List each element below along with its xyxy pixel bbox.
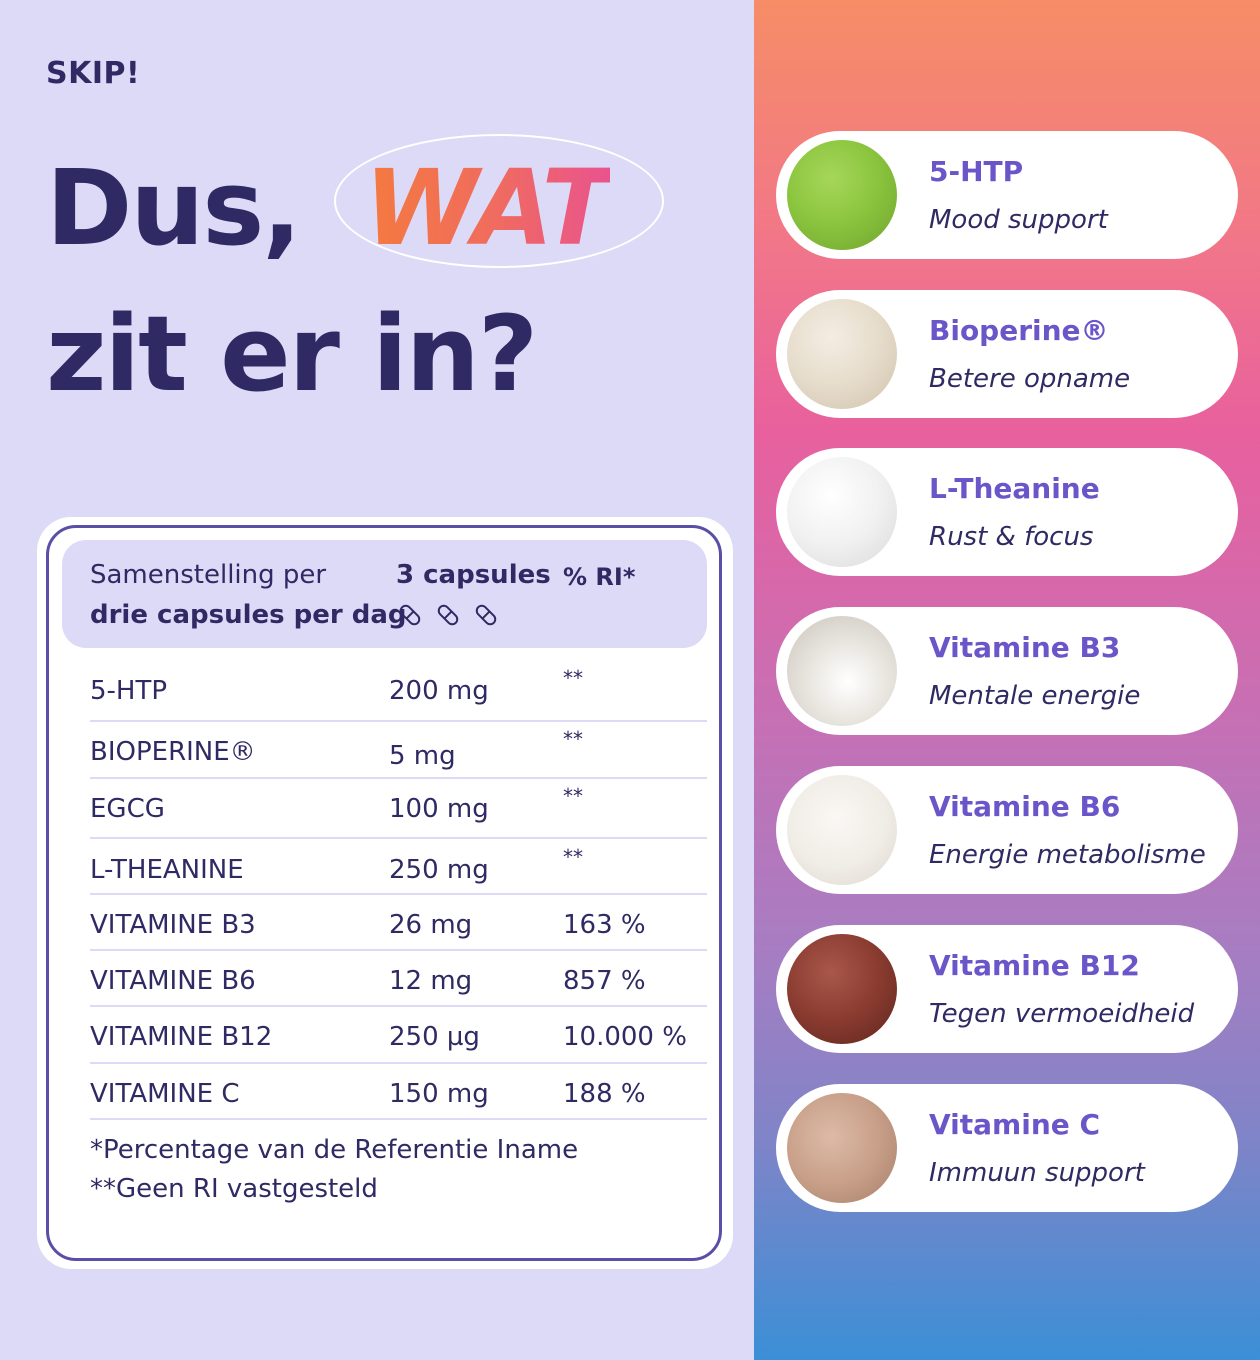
row-amount: 250 mg — [389, 855, 489, 885]
row-amount: 5 mg — [389, 741, 456, 771]
capsule-icon — [437, 604, 459, 626]
brand-logo: SKIP! — [46, 56, 141, 91]
ingredient-card-vitamine-b12: Vitamine B12 Tegen vermoeidheid — [776, 925, 1238, 1053]
row-divider — [90, 777, 707, 779]
row-name: BIOPERINE® — [90, 737, 256, 767]
row-amount: 26 mg — [389, 910, 473, 940]
ingredient-image — [787, 140, 897, 250]
row-ri: 857 % — [563, 966, 646, 996]
header-ri: % RI* — [563, 563, 636, 591]
ingredient-desc: Mentale energie — [929, 681, 1141, 711]
ingredient-image — [787, 775, 897, 885]
ingredient-image — [787, 299, 897, 409]
table-header — [62, 540, 707, 648]
ingredient-desc: Tegen vermoeidheid — [929, 999, 1195, 1029]
ingredient-desc: Immuun support — [929, 1158, 1145, 1188]
header-label-line1: Samenstelling per — [90, 560, 327, 590]
headline-line2: zit er in? — [46, 293, 538, 415]
ingredient-card-vitamine-b3: Vitamine B3 Mentale energie — [776, 607, 1238, 735]
footnote-no-ri: **Geen RI vastgesteld — [90, 1174, 378, 1204]
ingredient-card-5htp: 5-HTP Mood support — [776, 131, 1238, 259]
row-ri: ** — [563, 666, 583, 690]
ingredient-image — [787, 934, 897, 1044]
table-row: VITAMINE C 150 mg 188 % — [90, 1069, 707, 1119]
ingredient-image — [787, 1093, 897, 1203]
row-name: VITAMINE B3 — [90, 910, 256, 940]
highlight-ring — [334, 134, 664, 268]
ingredient-card-bioperine: Bioperine® Betere opname — [776, 290, 1238, 418]
ingredient-desc: Energie metabolisme — [929, 840, 1206, 870]
table-row: 5-HTP 200 mg ** — [90, 666, 707, 716]
row-amount: 250 µg — [389, 1022, 480, 1052]
ingredient-desc: Betere opname — [929, 364, 1131, 394]
table-row: VITAMINE B12 250 µg 10.000 % — [90, 1012, 707, 1062]
row-divider — [90, 1062, 707, 1064]
row-name: 5-HTP — [90, 676, 168, 706]
row-divider — [90, 1005, 707, 1007]
capsule-icon — [475, 604, 497, 626]
ingredient-image — [787, 457, 897, 567]
row-amount: 150 mg — [389, 1079, 489, 1109]
ingredient-card-vitamine-b6: Vitamine B6 Energie metabolisme — [776, 766, 1238, 894]
row-divider — [90, 949, 707, 951]
row-ri: ** — [563, 784, 583, 808]
row-name: VITAMINE B6 — [90, 966, 256, 996]
ingredient-name: Vitamine B6 — [929, 790, 1121, 823]
row-ri: ** — [563, 727, 583, 751]
headline-prefix: Dus, — [46, 147, 302, 269]
ingredient-name: 5-HTP — [929, 155, 1024, 188]
row-name: VITAMINE C — [90, 1079, 240, 1109]
table-row: VITAMINE B6 12 mg 857 % — [90, 956, 707, 1006]
row-amount: 12 mg — [389, 966, 473, 996]
row-name: VITAMINE B12 — [90, 1022, 273, 1052]
capsules-icons — [395, 600, 501, 630]
header-label-line2: drie capsules per dag — [90, 600, 407, 630]
ingredient-name: L-Theanine — [929, 472, 1100, 505]
ingredient-desc: Mood support — [929, 205, 1108, 235]
row-amount: 200 mg — [389, 676, 489, 706]
row-ri: 10.000 % — [563, 1022, 687, 1052]
row-divider — [90, 1118, 707, 1120]
ingredient-name: Vitamine B12 — [929, 949, 1140, 982]
row-amount: 100 mg — [389, 794, 489, 824]
table-row: VITAMINE B3 26 mg 163 % — [90, 900, 707, 950]
row-divider — [90, 893, 707, 895]
row-divider — [90, 720, 707, 722]
header-amount: 3 capsules — [396, 560, 551, 590]
ingredient-name: Vitamine C — [929, 1108, 1101, 1141]
ingredient-name: Bioperine® — [929, 314, 1109, 347]
ingredient-desc: Rust & focus — [929, 522, 1094, 552]
row-ri: ** — [563, 845, 583, 869]
table-row: BIOPERINE® 5 mg ** — [90, 727, 707, 777]
row-ri: 188 % — [563, 1079, 646, 1109]
table-row: L-THEANINE 250 mg ** — [90, 845, 707, 895]
ingredient-card-l-theanine: L-Theanine Rust & focus — [776, 448, 1238, 576]
row-name: L-THEANINE — [90, 855, 244, 885]
footnote-ri: *Percentage van de Referentie Iname — [90, 1135, 579, 1165]
row-divider — [90, 837, 707, 839]
ingredient-card-vitamine-c: Vitamine C Immuun support — [776, 1084, 1238, 1212]
table-row: EGCG 100 mg ** — [90, 784, 707, 834]
headline-highlight-wrap: WAT — [334, 134, 664, 268]
ingredient-name: Vitamine B3 — [929, 631, 1121, 664]
row-name: EGCG — [90, 794, 165, 824]
row-ri: 163 % — [563, 910, 646, 940]
headline-line1: Dus, WAT — [46, 134, 664, 268]
ingredient-image — [787, 616, 897, 726]
capsule-icon — [399, 604, 421, 626]
